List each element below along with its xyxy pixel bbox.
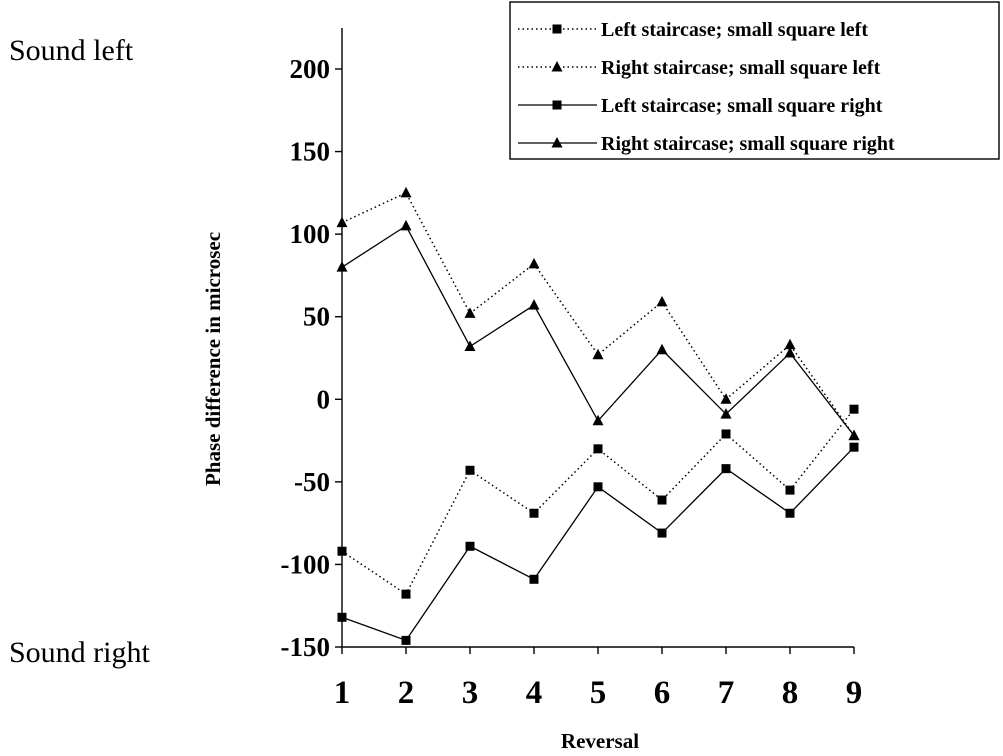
triangle-marker [336,216,348,228]
x-tick-label: 9 [846,675,863,711]
series-line [341,408,855,596]
triangle-marker [784,338,796,350]
x-tick-label: 5 [590,675,607,711]
series-line [341,224,855,437]
square-marker [785,485,795,495]
x-axis-label: Reversal [561,729,639,753]
square-marker [849,404,859,414]
legend-entry-label: Right staircase; small square right [601,133,895,155]
triangle-marker [528,299,540,310]
square-marker [657,495,667,505]
series-1 [337,404,859,599]
square-marker [593,444,603,454]
square-marker [529,508,539,518]
y-tick-label: 100 [290,219,331,249]
series-group [336,186,860,645]
x-tick-label: 1 [334,675,351,711]
triangle-marker [464,307,476,318]
sound-left-annotation: Sound left [9,34,134,67]
sound-right-annotation: Sound right [9,636,150,669]
square-marker [337,546,347,556]
legend-entry-label: Right staircase; small square left [601,57,881,79]
triangle-marker [336,261,348,272]
y-tick-label: 50 [303,302,330,332]
square-marker [529,574,539,584]
square-marker [593,482,603,492]
legend: Left staircase; small square left Right s… [509,1,1000,160]
legend-swatch-triangle [551,137,563,148]
legend-entry-label: Left staircase; small square right [601,95,883,117]
square-marker [401,589,411,599]
y-tick-label: 200 [290,54,331,84]
triangle-marker [592,348,604,360]
square-marker [849,442,859,452]
legend-box [509,1,1000,160]
y-tick-label: 0 [317,384,331,414]
square-marker [465,465,475,475]
x-tick-label: 4 [526,675,543,711]
series-3 [337,442,859,645]
series-line [341,446,855,642]
series-2 [336,186,860,441]
legend-swatch-triangle [551,61,563,72]
triangle-marker [720,393,732,404]
triangle-marker [656,343,668,355]
y-axis-label: Phase difference in microsec [201,232,225,486]
triangle-marker [592,414,604,426]
triangle-marker [848,429,860,441]
y-axis-ticks: -150 -100 -50 0 50 100 150 200 [281,54,342,662]
x-tick-label: 7 [718,675,735,711]
y-tick-label: -150 [281,632,331,662]
x-tick-label: 6 [654,675,671,711]
x-tick-label: 2 [398,675,415,711]
x-tick-label: 3 [462,675,479,711]
square-marker [401,635,411,645]
legend-entry-label: Left staircase; small square left [601,19,868,41]
series-4 [336,219,860,441]
triangle-marker [784,347,796,358]
series-line [341,191,855,437]
legend-swatch-square [552,24,562,34]
y-tick-label: 150 [290,137,331,167]
triangle-marker [400,219,412,231]
square-marker [657,528,667,538]
square-marker [465,541,475,551]
triangle-marker [656,295,668,307]
square-marker [721,429,731,439]
square-marker [785,508,795,518]
square-marker [721,464,731,474]
triangle-marker [528,257,540,269]
y-tick-label: -100 [281,549,331,579]
square-marker [337,612,347,622]
triangle-marker [464,340,476,351]
x-tick-label: 8 [782,675,799,711]
triangle-marker [400,186,412,198]
triangle-marker [720,408,732,419]
x-axis-ticks: 1 2 3 4 5 6 7 8 9 [334,647,863,711]
y-tick-label: -50 [294,467,330,497]
legend-swatch-square [552,100,562,110]
